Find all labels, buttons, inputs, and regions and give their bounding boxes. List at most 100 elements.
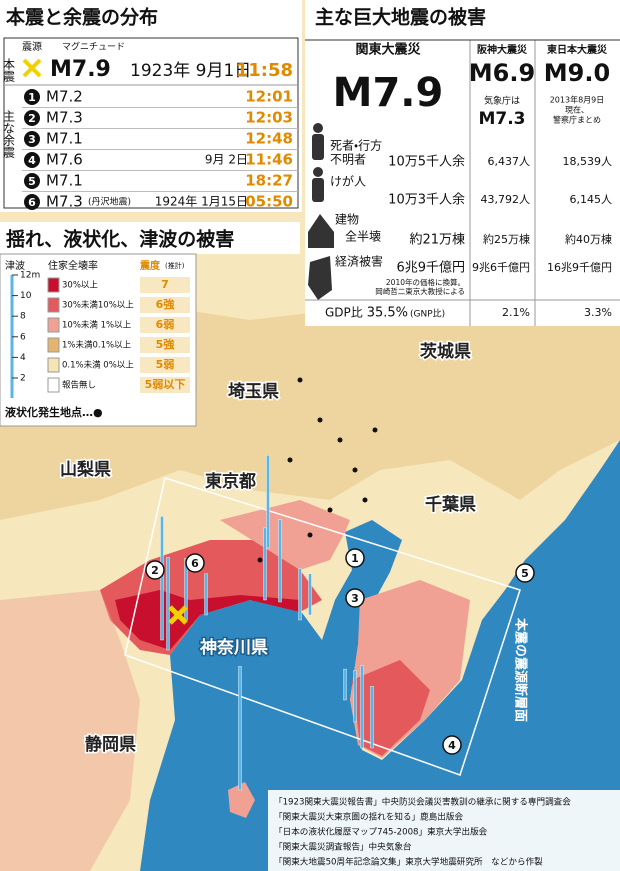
prefecture-label: 山梨県 — [60, 459, 111, 480]
legend-note: (推計) — [165, 261, 185, 270]
column-name: 阪神大震災 — [477, 43, 528, 56]
map-title: 揺れ、液状化、津波の被害 — [6, 228, 234, 251]
magnitude: M7.2 — [46, 88, 83, 106]
number: 4 — [28, 154, 36, 167]
number: 1 — [28, 91, 36, 104]
number-badge — [24, 152, 40, 168]
aftershock-panel — [0, 0, 302, 212]
legend-swatch — [47, 357, 60, 373]
mainshock-label: 本震 — [2, 58, 16, 82]
intensity-label: 5弱以下 — [145, 378, 186, 391]
sources: 「1923関東大震災報告書」中央防災会議災害教訓の継承に関する専門調査会「関東大… — [274, 796, 571, 868]
table-frame — [3, 37, 299, 209]
row-note: 2010年の価格に換算。 — [386, 277, 465, 287]
legend-title: 津波 — [5, 259, 25, 272]
damage-value: 6,437人 — [488, 155, 531, 168]
time: 12:03 — [245, 109, 293, 127]
liquefaction-point — [307, 532, 313, 538]
magnitude: M6.9 — [469, 59, 535, 87]
marker-circle — [442, 735, 462, 755]
icons — [308, 123, 334, 300]
magnitude: M7.1 — [46, 130, 83, 148]
intensity-label: 6弱 — [156, 318, 175, 331]
prefecture-label: 静岡県 — [85, 734, 136, 755]
collapse-legend: 30%以上 30%未満10%以上 10%未満 1%以上 1%未満0.1%以上 0.1%未… — [47, 277, 134, 393]
source-line: 「関東大震災大東京圏の揺れを知る」鹿島出版会 — [274, 811, 463, 823]
number: 3 — [28, 133, 36, 146]
marker-circle — [345, 588, 365, 608]
mainshock-magnitude: M7.9 — [50, 57, 111, 82]
number: 5 — [28, 175, 36, 188]
icon-injured — [313, 167, 323, 177]
legend-label: 報告無し — [62, 380, 96, 391]
intensity-label: 7 — [161, 278, 169, 291]
damage-value: 6兆9千億円 — [396, 261, 465, 276]
damage-value: 約40万棟 — [565, 232, 612, 246]
magnitude-note: 気象庁は — [484, 95, 520, 107]
damage-value: 6,145人 — [570, 193, 613, 206]
magnitude: M7.3 — [46, 109, 83, 127]
magnitude: M7.1 — [46, 172, 83, 190]
sea — [140, 440, 620, 871]
source-line: 「関東大震災調査報告」中央気象台 — [274, 841, 412, 853]
fault-plane — [124, 477, 521, 776]
time: 12:01 — [245, 88, 293, 106]
icon-person — [313, 123, 323, 133]
damage-value: 約25万棟 — [483, 232, 530, 246]
tsunami-bar — [166, 557, 170, 651]
prefecture-label: 千葉県 — [425, 494, 476, 515]
row-label: 建物 — [335, 213, 359, 227]
intensity-label: 6強 — [156, 297, 176, 311]
legend-swatch — [47, 317, 60, 333]
time: 18:27 — [245, 172, 293, 190]
time: 05:50 — [245, 193, 293, 211]
row-label: 経済被害 — [335, 255, 383, 269]
damage-area — [220, 500, 350, 570]
prefecture-label: 神奈川県 — [199, 637, 268, 658]
damage-value: 10万3千人余 — [388, 193, 465, 208]
marker-number: 6 — [191, 557, 199, 570]
column-name: 関東大震災 — [355, 42, 421, 58]
aftershock-label: 主な余震 — [2, 110, 16, 158]
row-label: けが人 — [330, 174, 366, 189]
markers: 1 2 3 4 5 6 — [145, 548, 535, 755]
icon-house — [308, 214, 334, 248]
column-note: 警察庁まとめ — [553, 115, 601, 125]
scale-label: 6 — [20, 332, 26, 342]
liquefaction-point — [297, 377, 303, 383]
tsunami-scale: 12m 10 8 6 4 2 — [12, 271, 40, 384]
legend-title: 震度 — [140, 259, 161, 272]
damage-value: 9兆6千億円 — [472, 261, 530, 274]
legend-label: 10%未満 1%以上 — [62, 320, 132, 331]
panel-title: 本震と余震の分布 — [5, 6, 158, 29]
legend-liquefaction: 液状化発生地点…● — [5, 405, 103, 419]
tsunami-bar — [370, 686, 374, 749]
intensity-label: 5弱 — [156, 358, 175, 371]
tsunami-bar — [278, 519, 282, 603]
date: 1924年 1月15日 — [155, 195, 248, 209]
magnitude: M7.6 — [46, 151, 83, 169]
icon-injured — [312, 178, 324, 202]
liquefaction-point — [257, 557, 263, 563]
legend-label: 1%未満0.1%以上 — [62, 340, 132, 351]
marker-circle — [145, 560, 165, 580]
number: 2 — [28, 112, 36, 125]
title-bg — [0, 222, 300, 254]
icon-money — [308, 256, 332, 300]
tsunami-bar — [308, 573, 312, 616]
row-label: 不明者 — [330, 153, 366, 167]
mainshock-time: 11:58 — [236, 60, 293, 81]
prefecture-label: 東京都 — [205, 471, 256, 492]
time: 12:48 — [245, 130, 293, 148]
number-badge — [24, 89, 40, 105]
sources-box — [268, 790, 620, 871]
legend-label: 0.1%未満 0%以上 — [62, 360, 134, 371]
number-badge — [24, 173, 40, 189]
tsunami-bar — [343, 668, 347, 701]
damage-value: 18,539人 — [563, 155, 613, 168]
epicenter-mark — [168, 605, 188, 625]
liquefaction-point — [327, 507, 333, 513]
intensity-label: 5強 — [156, 337, 176, 351]
icon-person — [312, 134, 324, 160]
legend-swatch — [47, 337, 60, 353]
